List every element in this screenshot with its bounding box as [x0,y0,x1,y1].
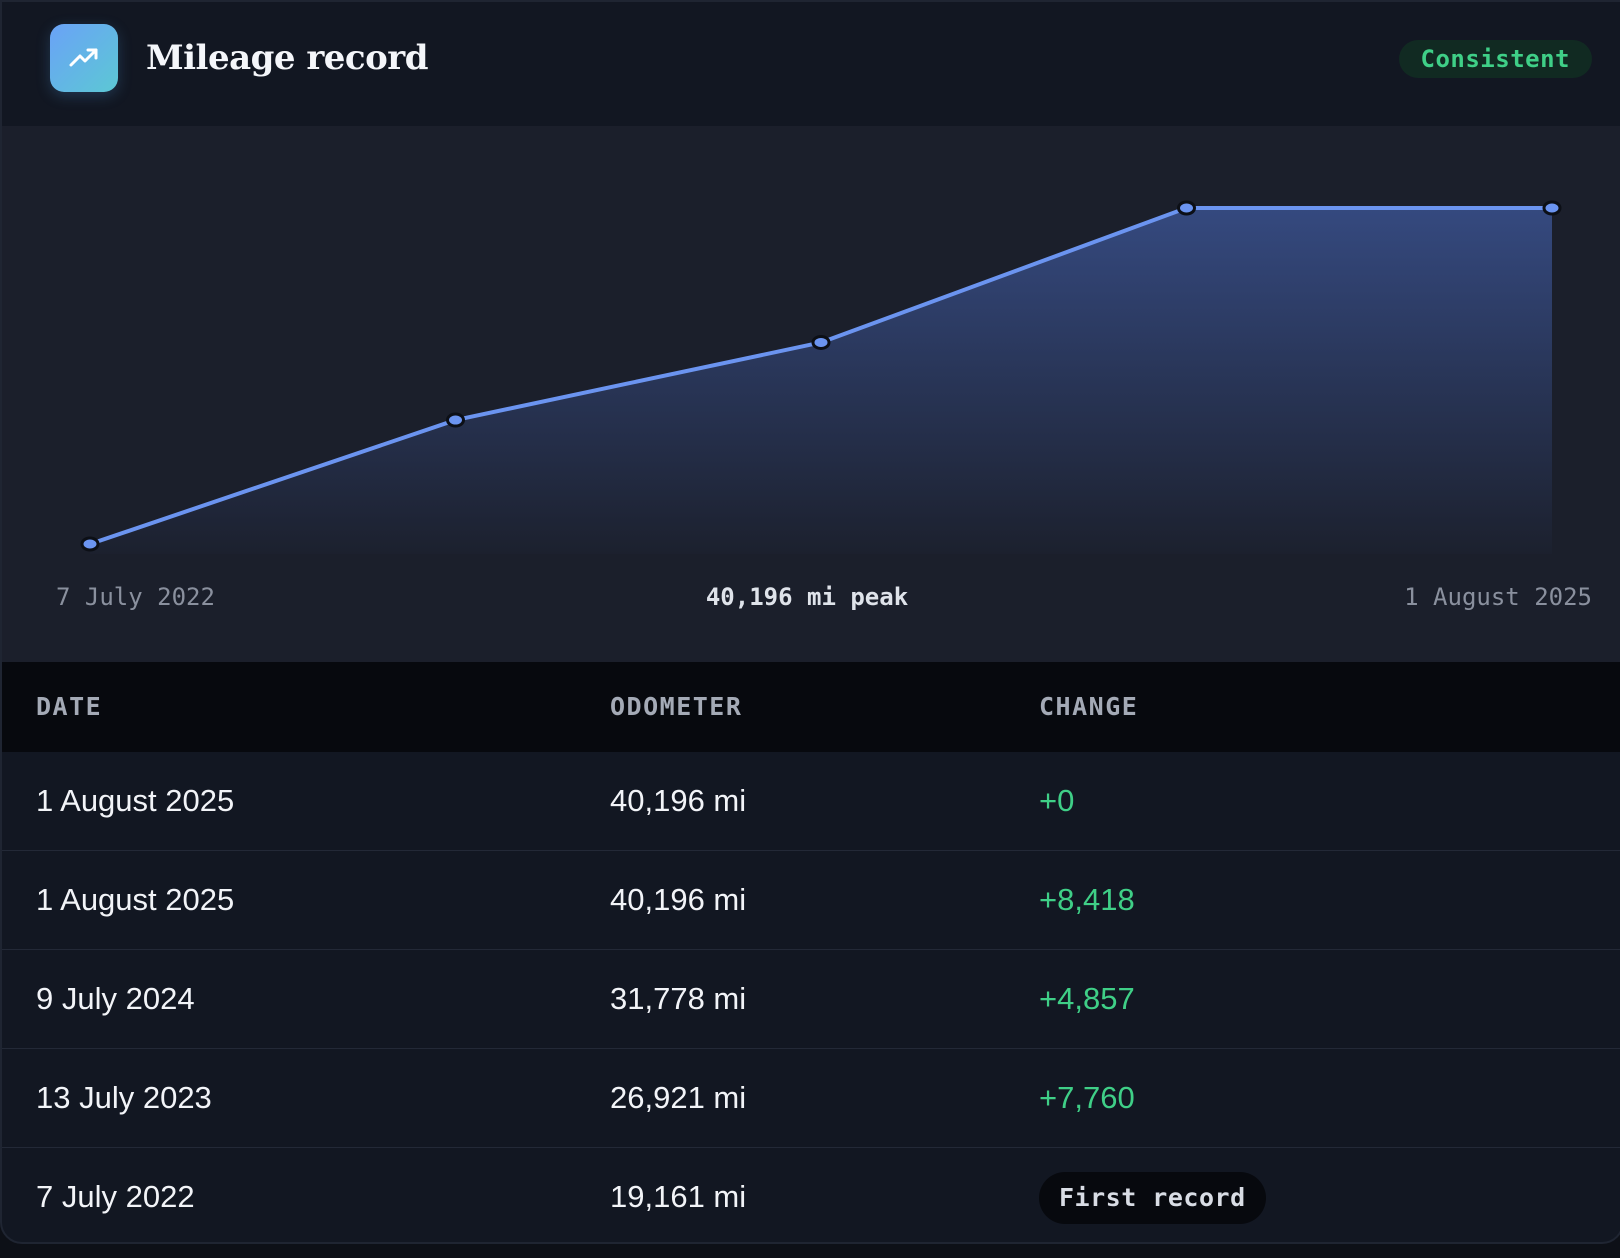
row-odometer: 19,161 mi [610,1179,747,1214]
table-row: 13 July 2023 26,921 mi +7,760 [2,1049,1620,1148]
card-header: Mileage record Consistent [2,2,1620,126]
row-change: +0 [1039,783,1075,818]
row-odometer: 40,196 mi [610,882,747,917]
chart-point [80,536,100,552]
row-date: 9 July 2024 [36,981,195,1016]
table-body: 1 August 2025 40,196 mi +0 1 August 2025… [2,752,1620,1242]
row-date: 13 July 2023 [36,1080,212,1115]
first-record-badge: First record [1039,1172,1266,1224]
chart-start-label: 7 July 2022 [56,583,215,611]
chart-plot [80,200,1562,554]
row-date: 1 August 2025 [36,783,235,818]
trend-up-icon [50,24,118,92]
table-row: 7 July 2022 19,161 mi First record [2,1148,1620,1242]
mileage-chart: 7 July 2022 40,196 mi peak 1 August 2025 [2,126,1620,662]
row-odometer: 31,778 mi [610,981,747,1016]
header-odometer: ODOMETER [610,692,743,721]
chart-end-label: 1 August 2025 [1404,583,1592,611]
table-row: 1 August 2025 40,196 mi +0 [2,752,1620,851]
header-date: DATE [36,692,103,721]
table-row: 9 July 2024 31,778 mi +4,857 [2,950,1620,1049]
row-odometer: 40,196 mi [610,783,747,818]
chart-point [1177,200,1196,216]
row-odometer: 26,921 mi [610,1080,747,1115]
chart-area-fill [90,208,1552,554]
row-change: +7,760 [1039,1080,1135,1115]
table-row: 1 August 2025 40,196 mi +8,418 [2,851,1620,950]
row-change: +8,418 [1039,882,1135,917]
page-title: Mileage record [146,38,428,78]
chart-peak-label: 40,196 mi peak [705,583,909,611]
table-header: DATE ODOMETER CHANGE [2,662,1620,752]
chart-point [811,334,831,350]
row-date: 1 August 2025 [36,882,235,917]
status-badge: Consistent [1398,40,1592,78]
row-date: 7 July 2022 [36,1179,195,1214]
chart-point [446,412,465,428]
chart-point [1542,200,1562,216]
row-change: +4,857 [1039,981,1135,1016]
header-change: CHANGE [1039,692,1139,721]
